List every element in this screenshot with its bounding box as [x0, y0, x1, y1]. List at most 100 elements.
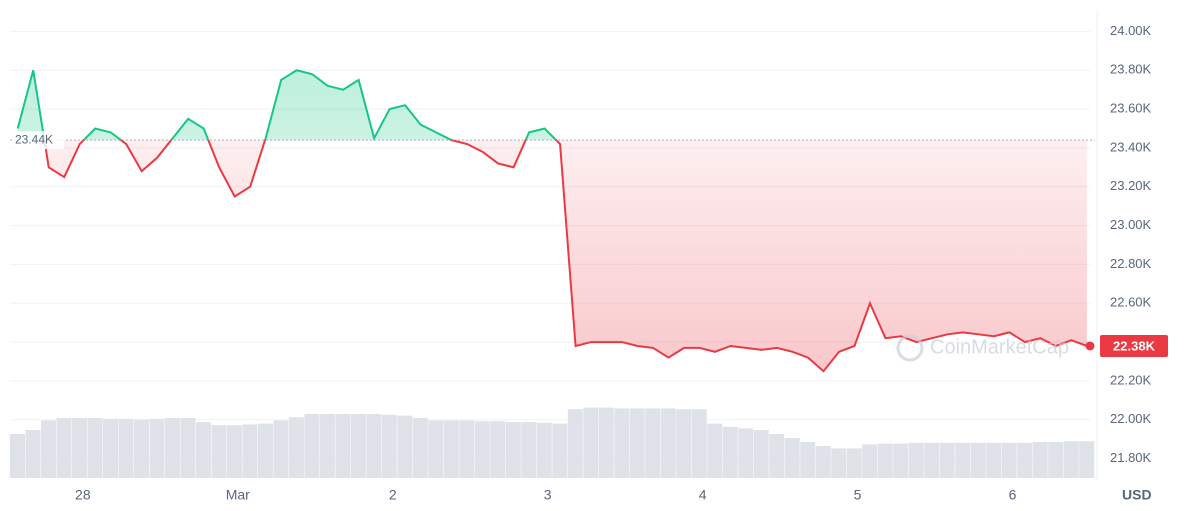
- volume-bar: [629, 408, 645, 478]
- y-tick-label: 23.20K: [1110, 178, 1152, 193]
- volume-bar: [877, 443, 893, 478]
- current-label-bg: [1100, 334, 1168, 357]
- volume-bar: [350, 414, 366, 478]
- volume-bar: [521, 422, 537, 478]
- watermark-logo: [896, 334, 924, 362]
- volume-bar: [645, 408, 661, 478]
- volume-bar: [25, 430, 41, 478]
- volume-bar: [753, 430, 769, 478]
- watermark: CoinMarketCap: [930, 336, 1069, 358]
- volume-bar: [583, 407, 599, 478]
- volume-bar: [970, 442, 986, 478]
- volume-bar: [133, 419, 149, 478]
- volume-bar: [815, 446, 831, 478]
- price-line-down: [43, 140, 1088, 373]
- volume-bar: [102, 418, 118, 478]
- volume-bar: [1079, 441, 1095, 478]
- volume-bar: [831, 448, 847, 478]
- volume-bar: [288, 417, 304, 478]
- volume-bar: [707, 423, 723, 478]
- volume-bar: [490, 421, 506, 478]
- volume-bar: [428, 420, 444, 478]
- volume-bar: [567, 409, 583, 478]
- volume-bar: [87, 418, 103, 478]
- volume-bar: [195, 422, 211, 478]
- y-tick-label: 23.40K: [1110, 139, 1152, 154]
- x-tick-label: 6: [1009, 487, 1017, 503]
- volume-bar: [304, 414, 320, 478]
- volume-bar: [893, 443, 909, 478]
- volume-bar: [862, 444, 878, 478]
- y-tick-label: 23.80K: [1110, 62, 1152, 77]
- y-tick-label: 21.80K: [1110, 450, 1152, 465]
- volume-bar: [846, 448, 862, 478]
- x-tick-label: Mar: [226, 487, 250, 503]
- x-tick-label: 2: [389, 487, 397, 503]
- y-tick-label: 22.80K: [1110, 256, 1152, 271]
- baseline-label-bg: [12, 131, 64, 150]
- volume-bar: [1048, 442, 1064, 478]
- volume-bar: [939, 442, 955, 478]
- volume-bar: [149, 418, 165, 478]
- volume-bar: [273, 420, 289, 478]
- volume-bar: [335, 414, 351, 478]
- volume-bar: [381, 414, 397, 478]
- y-tick-label: 22.00K: [1110, 411, 1152, 426]
- volume-bar: [412, 418, 428, 478]
- volume-bar: [955, 442, 971, 478]
- volume-bar: [474, 421, 490, 478]
- volume-bar: [1001, 442, 1017, 478]
- volume-bar: [459, 420, 475, 478]
- volume-bar: [784, 438, 800, 478]
- y-tick-label: 23.00K: [1110, 217, 1152, 232]
- volume-bar: [986, 442, 1002, 478]
- x-tick-label: 4: [699, 487, 707, 503]
- volume-bar: [800, 442, 816, 478]
- volume-bar: [56, 418, 72, 478]
- volume-bar: [505, 422, 521, 478]
- volume-bar: [552, 423, 568, 478]
- volume-bar: [40, 420, 56, 478]
- volume-bar: [319, 414, 335, 478]
- volume-bar: [924, 442, 940, 478]
- y-tick-label: 22.20K: [1110, 372, 1152, 387]
- volume-bar: [164, 418, 180, 478]
- volume-bar: [598, 407, 614, 478]
- x-tick-label: 5: [854, 487, 862, 503]
- volume-bar: [1017, 442, 1033, 478]
- volume-bar: [118, 418, 134, 478]
- x-tick-label: 28: [75, 487, 91, 503]
- volume-bar: [1032, 442, 1048, 478]
- volume-bar: [242, 424, 258, 478]
- volume-bar: [397, 415, 413, 478]
- volume-bar: [211, 425, 227, 478]
- volume-bar: [908, 442, 924, 478]
- volume-bar: [738, 428, 754, 478]
- volume-bar: [1063, 441, 1079, 478]
- volume-bar: [10, 434, 25, 478]
- currency-label: USD: [1122, 487, 1152, 503]
- volume-bar: [614, 408, 630, 478]
- x-tick-label: 3: [544, 487, 552, 503]
- current-dot: [1085, 341, 1095, 351]
- volume-bar: [691, 409, 707, 478]
- volume-bar: [660, 408, 676, 478]
- y-tick-label: 22.60K: [1110, 295, 1152, 310]
- volume-bar: [71, 418, 87, 478]
- volume-bar: [676, 409, 692, 478]
- volume-bar: [722, 426, 738, 478]
- volume-bar: [257, 423, 273, 478]
- volume-bar: [769, 434, 785, 478]
- volume-bar: [226, 425, 242, 478]
- area-down: [17, 140, 1087, 372]
- volume-bar: [180, 418, 196, 478]
- volume-bar: [366, 414, 382, 478]
- price-line-up: [16, 69, 558, 141]
- y-tick-label: 24.00K: [1110, 23, 1152, 38]
- baseline-label: 23.44K: [15, 132, 53, 146]
- volume-bar: [536, 422, 552, 478]
- area-up: [17, 70, 557, 141]
- volume-bar: [443, 420, 459, 478]
- current-label: 22.38K: [1113, 338, 1156, 353]
